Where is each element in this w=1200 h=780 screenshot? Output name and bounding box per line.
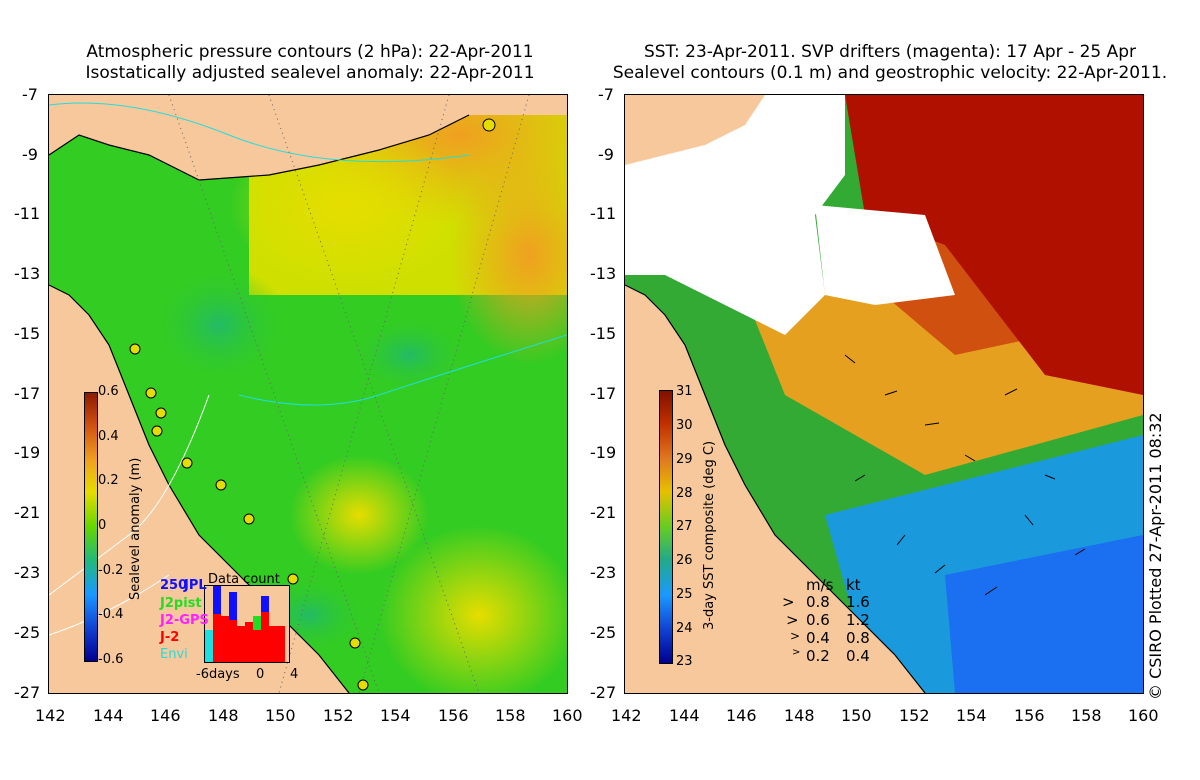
right-x-tick: 156 [1014,706,1045,725]
sat-label-j2-gps: J2-GPS [160,613,209,628]
left-y-tick: -9 [22,145,38,164]
left-y-tick: -27 [14,683,41,702]
left-x-tick: 160 [552,706,583,725]
sat-label-j2pist: J2pist [160,596,202,611]
sealevel-colorbar-tick: 0.4 [98,429,119,444]
right-x-tick: 144 [669,706,700,725]
data-count-inset [204,585,290,663]
sst-colorbar-tick: 26 [676,553,693,568]
right-y-tick: -21 [590,503,617,522]
right-title-line1: SST: 23-Apr-2011. SVP drifters (magenta)… [643,42,1137,62]
sst-map-svg [625,95,1143,693]
sat-label-envi: Envi [160,647,188,662]
left-title-line1: Atmospheric pressure contours (2 hPa): 2… [86,42,534,62]
right-y-tick: -13 [590,264,617,283]
sealevel-colorbar-tick: -0.4 [98,607,124,622]
sat-label-250: 250 [160,578,188,593]
sealevel-colorbar-tick: -0.2 [98,563,124,578]
right-y-tick: -19 [590,443,617,462]
left-x-tick: 144 [93,706,124,725]
sealevel-colorbar-tick: 0 [98,518,107,533]
right-x-tick: 160 [1128,706,1159,725]
right-y-tick: -11 [590,204,617,223]
left-x-tick: 156 [438,706,469,725]
right-y-tick: -27 [590,683,617,702]
left-x-tick: 150 [265,706,296,725]
sst-colorbar-tick: 30 [676,418,693,433]
left-x-tick: 142 [35,706,66,725]
left-y-tick: -7 [22,85,38,104]
left-x-tick: 146 [150,706,181,725]
sealevel-colorbar-tick: 0.6 [98,384,119,399]
left-y-tick: -19 [14,443,41,462]
sealevel-colorbar-label: Sealevel anomaly (m) [128,457,143,600]
right-y-tick: -15 [590,324,617,343]
plot-credit: © CSIRO Plotted 27-Apr-2011 08:32 [1146,412,1165,700]
right-x-tick: 146 [726,706,757,725]
right-y-tick: -25 [590,623,617,642]
sst-colorbar-tick: 27 [676,519,693,534]
inset-x-tick: -6days [196,667,240,682]
sat-label-jpl: JPL [184,578,207,593]
left-x-tick: 158 [495,706,526,725]
inset-x-tick: 4 [290,667,299,682]
right-x-tick: 142 [611,706,642,725]
right-x-tick: 158 [1071,706,1102,725]
sst-colorbar-tick: 25 [676,587,693,602]
sealevel-anomaly-map [48,94,568,694]
speed-legend-kt: 0.4 [846,647,870,665]
sst-colorbar-tick: 29 [676,452,693,467]
right-x-tick: 148 [784,706,815,725]
right-y-tick: -17 [590,384,617,403]
right-x-tick: 150 [841,706,872,725]
left-y-tick: -11 [14,204,41,223]
sst-colorbar-tick: 24 [676,621,693,636]
left-y-tick: -25 [14,623,41,642]
speed-legend-kt: 0.8 [846,629,870,647]
sst-colorbar-tick: 28 [676,486,693,501]
speed-legend-arrow: > [786,611,799,629]
speed-legend-ms: 0.8 [806,593,830,611]
speed-legend-kt: 1.2 [846,611,870,629]
left-title-line2: Isostatically adjusted sealevel anomaly:… [85,63,535,83]
speed-legend-kt: 1.6 [846,593,870,611]
sst-colorbar-label: 3-day SST composite (deg C) [702,440,717,630]
sat-label-j-2: J-2 [160,630,180,645]
left-y-tick: -13 [14,264,41,283]
sst-colorbar-tick: 31 [676,384,693,399]
left-y-tick: -23 [14,563,41,582]
left-x-tick: 152 [323,706,354,725]
right-x-tick: 152 [899,706,930,725]
right-x-tick: 154 [956,706,987,725]
left-y-tick: -15 [14,324,41,343]
inset-x-tick: 0 [256,667,265,682]
right-y-tick: -7 [598,85,614,104]
sealevel-colorbar-tick: -0.6 [98,652,124,667]
speed-legend-ms: 0.4 [806,629,830,647]
speed-legend-arrow: > [792,647,801,658]
left-y-tick: -17 [14,384,41,403]
sealevel-colorbar-tick: 0.2 [98,473,119,488]
speed-legend-header-kt: kt [846,576,861,594]
sst-map [624,94,1144,694]
left-x-tick: 148 [208,706,239,725]
data-count-bars [205,586,285,662]
right-y-tick: -23 [590,563,617,582]
left-y-tick: -21 [14,503,41,522]
speed-legend-arrow: > [790,629,801,643]
sealevel-map-svg [49,95,567,693]
sealevel-colorbar [84,392,98,662]
left-x-tick: 154 [380,706,411,725]
right-title-line2: Sealevel contours (0.1 m) and geostrophi… [612,63,1168,83]
sst-colorbar [659,390,673,664]
speed-legend-ms: 0.2 [806,647,830,665]
right-y-tick: -9 [598,145,614,164]
data-count-title: Data count [208,572,280,587]
speed-legend-ms: 0.6 [806,611,830,629]
speed-legend-header-ms: m/s [806,576,834,594]
speed-legend-arrow: > [782,593,795,611]
sst-colorbar-tick: 23 [676,654,693,669]
